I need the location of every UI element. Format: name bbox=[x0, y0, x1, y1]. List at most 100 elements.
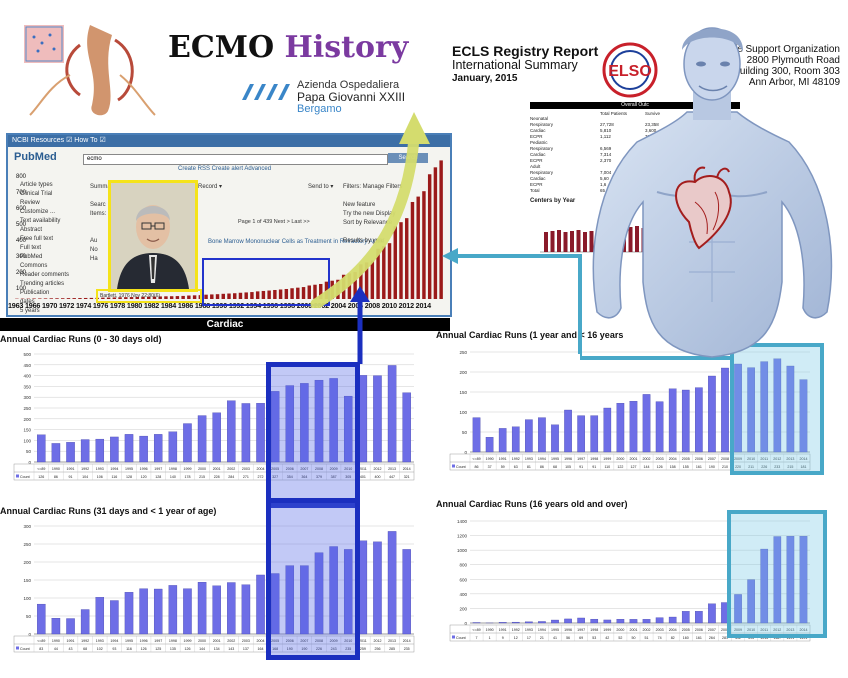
filter-item[interactable]: Article types bbox=[20, 182, 53, 188]
bar bbox=[616, 619, 625, 624]
x-tick-label: 2013 bbox=[388, 467, 396, 471]
row-label: Respiratory bbox=[530, 146, 554, 151]
table-row: Total 65, bbox=[530, 188, 740, 194]
x-tick-label: 2009 bbox=[330, 467, 338, 471]
filter-item[interactable]: 5 years bbox=[20, 308, 40, 314]
result-item[interactable]: Ha bbox=[90, 256, 98, 262]
filter-item[interactable]: Commons bbox=[20, 263, 48, 269]
result-item[interactable]: Items: bbox=[90, 211, 107, 217]
bar bbox=[278, 289, 283, 299]
result-item[interactable]: Au bbox=[90, 238, 98, 244]
record-menu[interactable]: Record ▾ bbox=[198, 184, 223, 190]
right-panel-item[interactable]: Results by year bbox=[343, 238, 385, 244]
filter-item[interactable]: dates bbox=[20, 299, 35, 305]
report-address: al Life Support Organization 2800 Plymou… bbox=[700, 44, 840, 88]
x-tick-label: 2001 bbox=[629, 628, 637, 632]
bar bbox=[628, 227, 633, 252]
right-panel-item[interactable]: Sort by Relevance bbox=[343, 220, 393, 226]
bar bbox=[112, 297, 117, 299]
filter-item[interactable]: Trending articles bbox=[20, 281, 65, 287]
bar bbox=[629, 401, 638, 453]
highlight-box-infant bbox=[266, 498, 360, 660]
bar bbox=[538, 621, 546, 624]
y-tick-label: 600 bbox=[459, 577, 467, 582]
filter-item[interactable]: Customize ... bbox=[20, 209, 56, 215]
x-tick-label: 2014 bbox=[403, 467, 411, 471]
x-tick-label: 1993 bbox=[525, 628, 533, 632]
filter-item[interactable]: Publication bbox=[20, 290, 50, 296]
bar bbox=[402, 392, 411, 463]
data-label: 305 bbox=[345, 475, 351, 479]
legend-label: Count bbox=[456, 636, 466, 640]
filter-item[interactable]: Review bbox=[20, 200, 40, 206]
pubmed-logo[interactable]: PubMed bbox=[14, 151, 57, 163]
right-panel-item[interactable]: New feature bbox=[343, 202, 376, 208]
legend-swatch bbox=[16, 474, 19, 478]
x-tick-label: 2009 bbox=[734, 457, 742, 461]
right-panel-item[interactable]: Try the new Display bbox=[343, 211, 396, 217]
highlight-box-adult bbox=[727, 510, 827, 638]
bar bbox=[760, 361, 769, 453]
data-label: 51 bbox=[645, 636, 649, 640]
right-panel-item[interactable]: Filters: Manage Filters bbox=[343, 184, 403, 190]
x-tick-label: 2012 bbox=[773, 457, 781, 461]
bar bbox=[80, 439, 90, 463]
filter-item[interactable]: Free full text bbox=[20, 236, 54, 242]
y-tick-label: 150 bbox=[23, 578, 31, 583]
filter-item[interactable]: PubMed bbox=[20, 254, 43, 260]
filter-item[interactable]: Abstract bbox=[20, 227, 43, 233]
bar bbox=[183, 423, 192, 463]
data-label: 86 bbox=[475, 465, 479, 469]
bar bbox=[544, 232, 548, 252]
x-tick-label: 1993 bbox=[96, 467, 104, 471]
result-item[interactable]: Summa bbox=[90, 184, 111, 190]
x-tick-label: 2010 bbox=[747, 457, 755, 461]
data-label: 91 bbox=[579, 465, 583, 469]
search-input[interactable]: ecmo bbox=[83, 154, 388, 165]
y-tick-label: 250 bbox=[459, 350, 467, 355]
pager[interactable]: Page 1 of 439 Next > Last >> bbox=[238, 219, 310, 225]
side-axis-value: 100 bbox=[16, 286, 27, 292]
filter-item[interactable]: Clinical Trial bbox=[20, 191, 53, 197]
bar bbox=[83, 297, 88, 299]
row-value: 23,358 bbox=[645, 122, 659, 127]
bar bbox=[61, 298, 65, 299]
col-survive: Survive bbox=[645, 111, 661, 116]
bar bbox=[158, 296, 162, 299]
data-label: 41 bbox=[553, 636, 557, 640]
data-label: 21 bbox=[540, 636, 544, 640]
x-tick-label: 1999 bbox=[183, 467, 191, 471]
data-label: 12 bbox=[514, 636, 518, 640]
data-label: 215 bbox=[199, 475, 205, 479]
bar bbox=[197, 415, 207, 463]
bar bbox=[221, 293, 225, 299]
bar bbox=[210, 294, 214, 299]
y-tick-label: 500 bbox=[23, 352, 31, 357]
bar bbox=[616, 403, 625, 453]
x-tick-label: 2002 bbox=[643, 457, 651, 461]
bar bbox=[427, 174, 432, 299]
data-label: 400 bbox=[374, 475, 380, 479]
filter-item[interactable]: Reader comments bbox=[20, 272, 70, 278]
filter-item[interactable]: Text availability bbox=[20, 218, 61, 224]
bar bbox=[273, 289, 277, 299]
data-label: 116 bbox=[112, 475, 118, 479]
bar bbox=[393, 226, 397, 299]
x-tick-label: 2001 bbox=[213, 467, 221, 471]
data-label: 160 bbox=[683, 636, 689, 640]
pubmed-links[interactable]: Create RSS Create alert Advanced bbox=[178, 166, 272, 172]
bar bbox=[590, 618, 599, 624]
bar bbox=[139, 435, 148, 463]
data-label: 44 bbox=[54, 647, 58, 651]
send-to-menu[interactable]: Send to ▾ bbox=[308, 184, 334, 190]
data-label: 226 bbox=[761, 465, 767, 469]
result-item[interactable]: No bbox=[90, 247, 98, 253]
bar bbox=[135, 296, 139, 299]
bar bbox=[124, 434, 134, 463]
x-tick-label: 2009 bbox=[330, 639, 338, 643]
data-label: 7 bbox=[476, 636, 478, 640]
result-item[interactable]: Searc bbox=[90, 202, 106, 208]
filter-item[interactable]: Full text bbox=[20, 245, 42, 251]
article-link[interactable]: Bone Marrow Mononuclear Cells as Treatme… bbox=[208, 239, 385, 245]
bar bbox=[124, 592, 134, 635]
